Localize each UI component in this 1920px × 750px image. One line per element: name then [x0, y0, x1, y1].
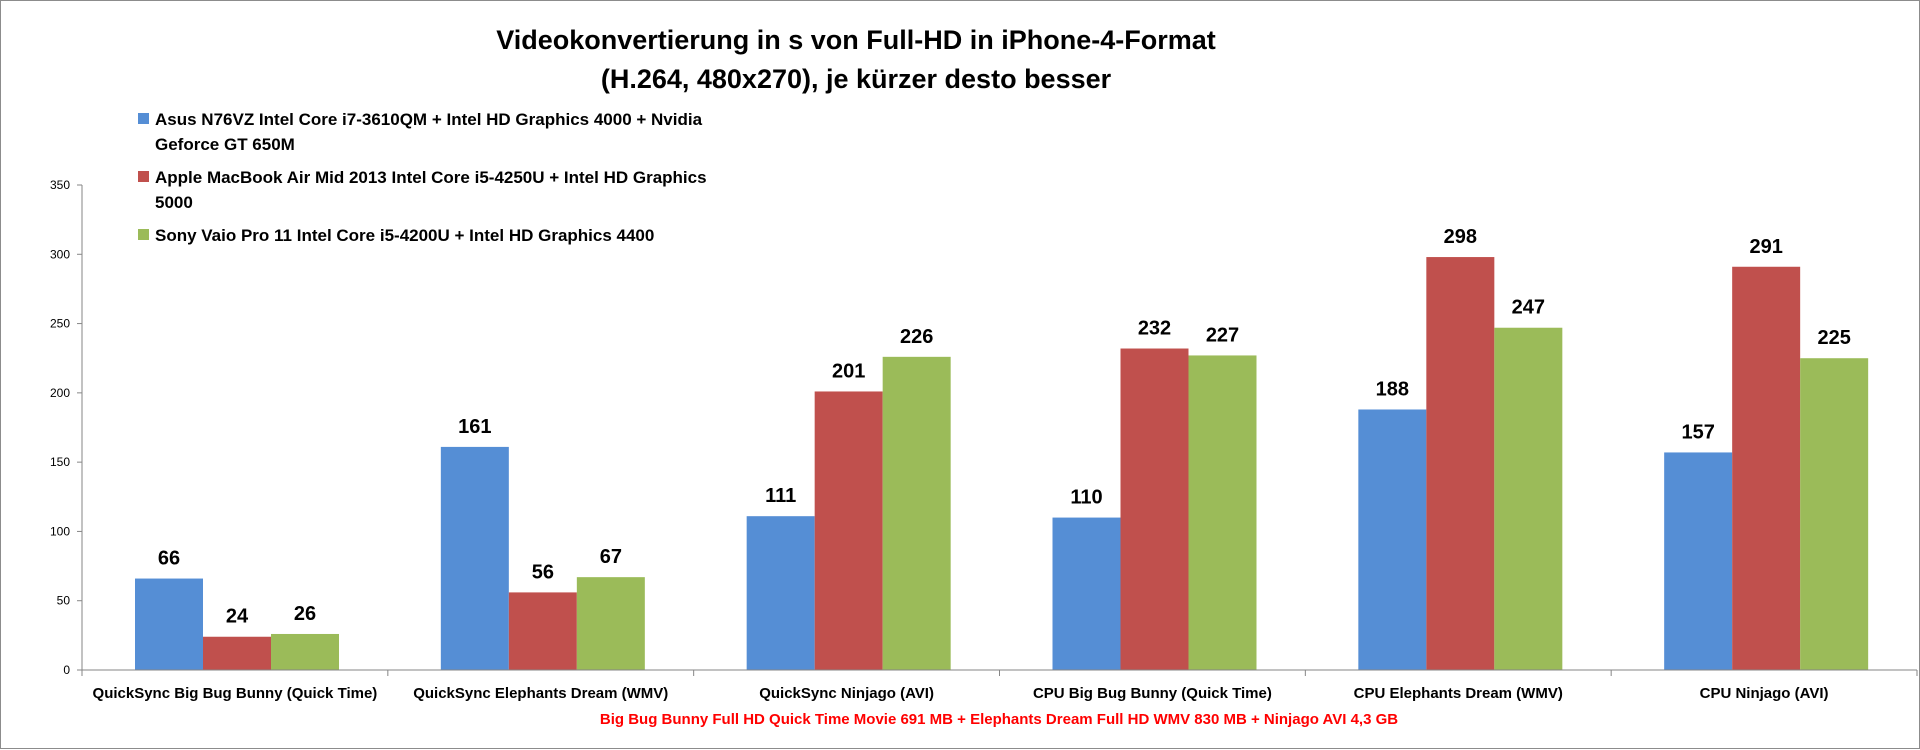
bar [135, 578, 203, 670]
data-labels: 66 161 111 110 188 157 24 56 201 232 298 291 26 67 226… [158, 226, 1851, 628]
data-label: 157 [1681, 421, 1714, 443]
legend-swatch [138, 113, 149, 124]
bar [1358, 409, 1427, 670]
y-tick-label: 300 [50, 247, 70, 261]
x-axis-label: Big Bug Bunny Full HD Quick Time Movie 6… [600, 711, 1398, 728]
x-tick-label: QuickSync Ninjago (AVI) [759, 685, 934, 702]
legend-entry-text: 5000 [155, 193, 193, 212]
data-label: 226 [900, 326, 933, 348]
chart-title-line-1: Videokonvertierung in s von Full-HD in i… [496, 25, 1216, 55]
bar [1052, 517, 1121, 670]
y-tick-label: 150 [50, 455, 70, 469]
legend-swatch [138, 171, 149, 182]
data-label: 227 [1206, 324, 1239, 346]
chart-title-line-2: (H.264, 480x270), je kürzer desto besser [601, 64, 1112, 94]
data-label: 110 [1070, 487, 1102, 509]
y-axis: 0 50 100 150 200 250 300 350 [50, 178, 83, 677]
y-tick-label: 250 [50, 317, 70, 331]
data-label: 232 [1138, 318, 1171, 340]
legend-swatch [138, 229, 149, 240]
bar [203, 636, 271, 670]
data-label: 56 [532, 561, 554, 583]
bar [1426, 257, 1495, 670]
bar [1188, 355, 1257, 670]
y-tick-label: 100 [50, 524, 70, 538]
x-tick-label: QuickSync Big Bug Bunny (Quick Time) [93, 685, 378, 702]
data-label: 225 [1817, 327, 1850, 349]
data-label: 111 [765, 485, 796, 507]
legend-entry-text: Apple MacBook Air Mid 2013 Intel Core i5… [155, 168, 707, 187]
bar [1732, 266, 1801, 670]
chart-title: Videokonvertierung in s von Full-HD in i… [496, 25, 1216, 94]
x-tick-label: QuickSync Elephants Dream (WMV) [413, 685, 668, 702]
data-label: 67 [600, 546, 622, 568]
bar [1120, 348, 1189, 670]
legend-entry-text: Sony Vaio Pro 11 Intel Core i5-4200U + I… [155, 226, 654, 245]
legend: Asus N76VZ Intel Core i7-3610QM + Intel … [138, 110, 707, 245]
x-tick-label: CPU Big Bug Bunny (Quick Time) [1033, 685, 1272, 702]
bar [576, 577, 645, 670]
data-label: 291 [1749, 236, 1782, 258]
bar [1800, 358, 1869, 670]
bar [508, 592, 577, 670]
bar [271, 633, 339, 670]
bar [440, 446, 509, 670]
y-tick-label: 200 [50, 386, 70, 400]
bars [135, 257, 1869, 670]
data-label: 247 [1512, 297, 1545, 319]
x-tick-label: CPU Elephants Dream (WMV) [1354, 685, 1563, 702]
bar [1494, 327, 1563, 670]
y-tick-label: 50 [57, 594, 71, 608]
data-label: 24 [226, 606, 249, 628]
y-tick-label: 350 [50, 178, 70, 192]
data-label: 188 [1376, 378, 1409, 400]
data-label: 298 [1444, 226, 1477, 248]
data-label: 201 [832, 360, 865, 382]
bar [814, 391, 883, 670]
data-label: 26 [294, 603, 316, 625]
y-tick-label: 0 [63, 663, 70, 677]
bar [882, 356, 951, 670]
legend-entry-text: Asus N76VZ Intel Core i7-3610QM + Intel … [155, 110, 703, 129]
x-axis: QuickSync Big Bug Bunny (Quick Time) Quic… [81, 669, 1918, 702]
bar [746, 516, 815, 670]
bar [1664, 452, 1733, 670]
data-label: 66 [158, 548, 180, 570]
data-label: 161 [458, 416, 491, 438]
x-tick-label: CPU Ninjago (AVI) [1700, 685, 1829, 702]
legend-entry-text: Geforce GT 650M [155, 135, 295, 154]
